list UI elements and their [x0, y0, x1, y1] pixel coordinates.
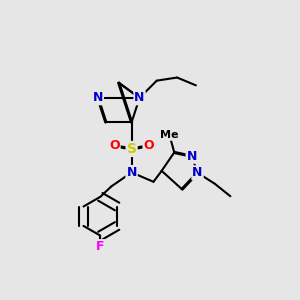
Text: Me: Me — [160, 130, 179, 140]
Text: N: N — [93, 92, 103, 104]
Text: N: N — [192, 166, 203, 179]
Text: N: N — [126, 166, 137, 179]
Text: N: N — [134, 92, 145, 104]
Text: N: N — [187, 150, 197, 163]
Text: O: O — [109, 139, 120, 152]
Text: O: O — [143, 139, 154, 152]
Text: F: F — [96, 240, 104, 253]
Text: S: S — [127, 142, 136, 156]
